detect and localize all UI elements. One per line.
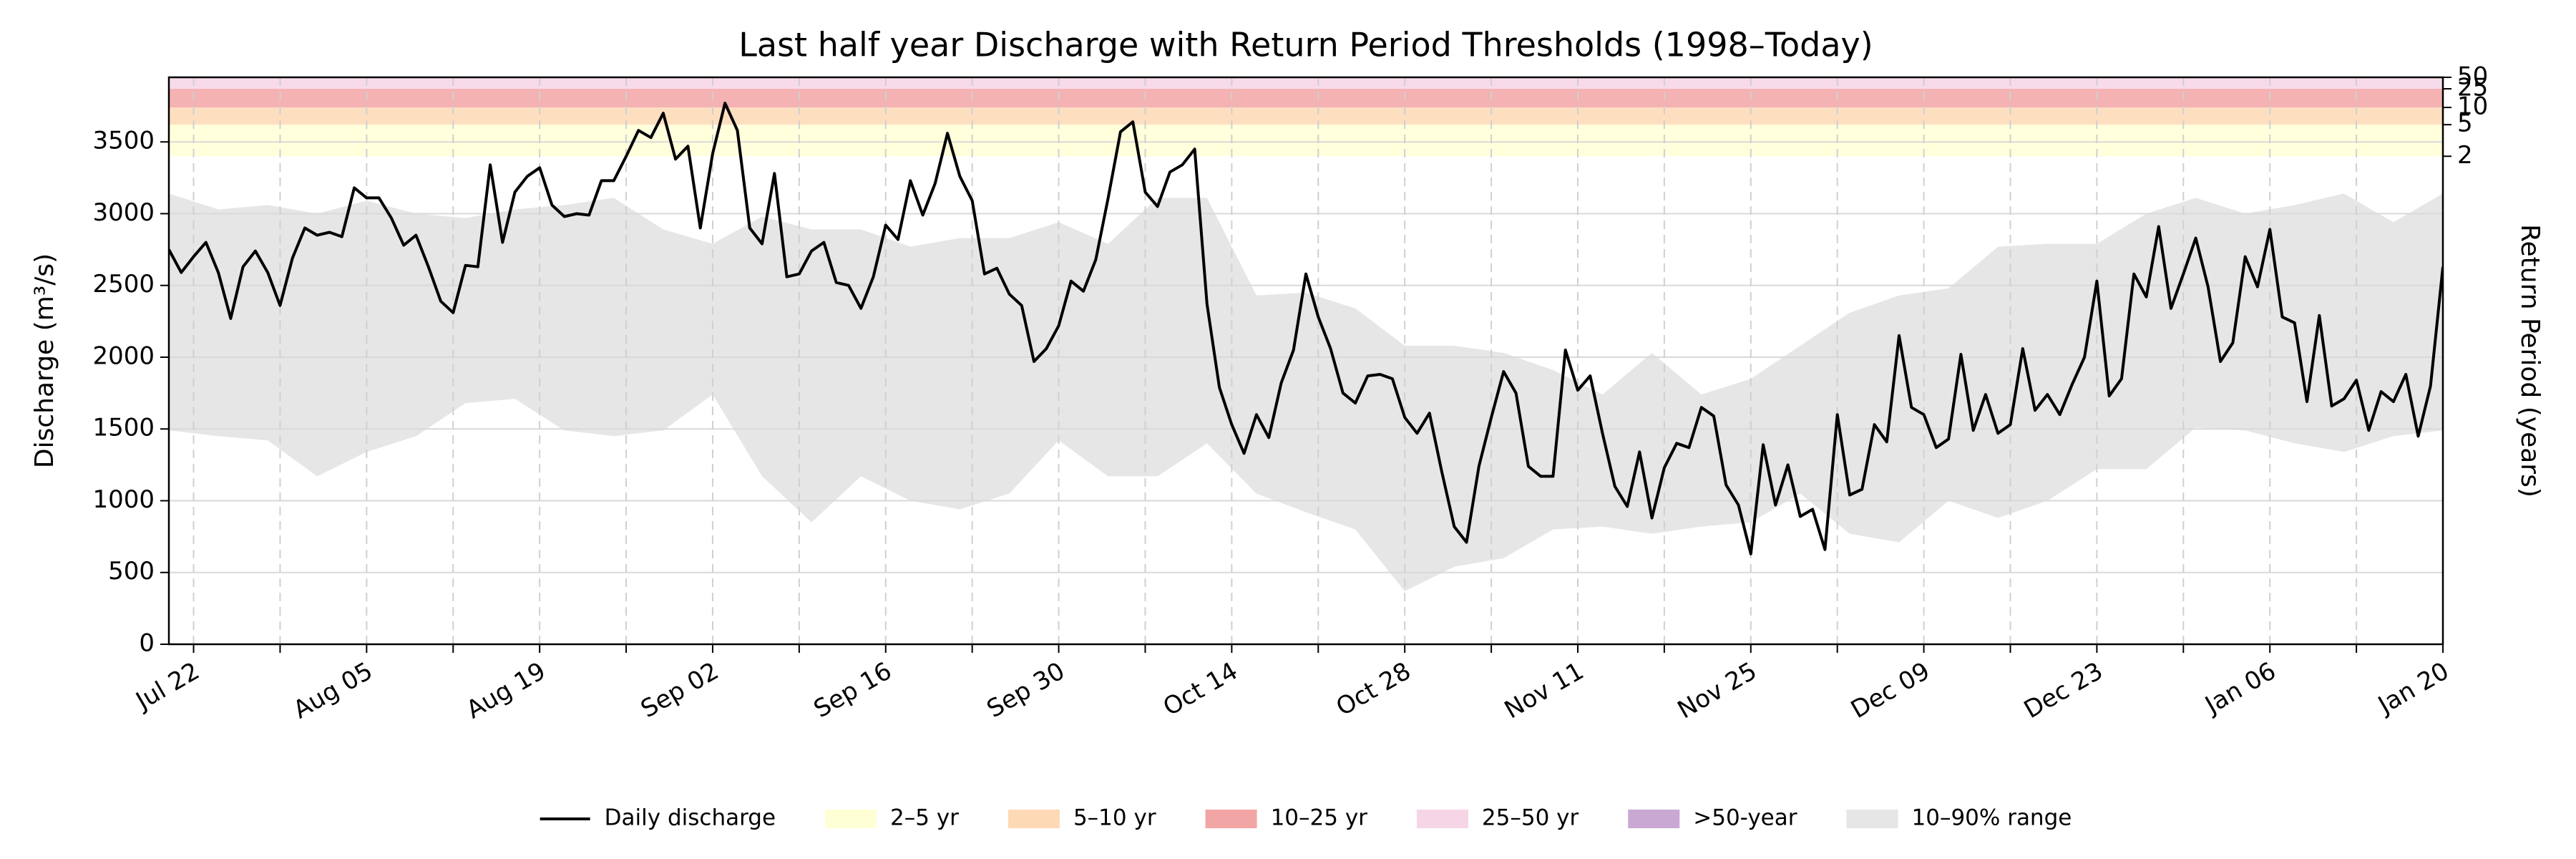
y-tick-label: 500 bbox=[108, 557, 155, 586]
y-tick-label: 2000 bbox=[92, 341, 155, 370]
threshold-band bbox=[169, 77, 2443, 89]
legend-patch bbox=[1628, 810, 1680, 828]
y2-tick-label: 2 bbox=[2457, 141, 2473, 170]
legend: Daily discharge 2–5 yr 5–10 yr 10–25 yr 25–5… bbox=[540, 805, 2072, 831]
y2-tick-label: 5 bbox=[2457, 110, 2473, 138]
range-band bbox=[169, 193, 2443, 591]
y-tick-label: 3500 bbox=[92, 127, 155, 155]
legend-patch bbox=[1416, 810, 1468, 828]
threshold-band bbox=[169, 89, 2443, 108]
legend-label: 10–25 yr bbox=[1271, 805, 1368, 831]
y-tick-label: 3000 bbox=[92, 198, 155, 227]
y-axis-label: Discharge (m³/s) bbox=[30, 253, 59, 468]
legend-label: 5–10 yr bbox=[1073, 805, 1156, 831]
discharge-line bbox=[169, 102, 2443, 555]
legend-patch bbox=[1846, 810, 1898, 828]
legend-patch bbox=[1205, 810, 1257, 828]
plot-area bbox=[169, 77, 2443, 644]
legend-label: 10–90% range bbox=[1911, 805, 2072, 831]
y-tick-label: 0 bbox=[139, 629, 155, 658]
threshold-band bbox=[169, 107, 2443, 125]
chart-title: Last half year Discharge with Return Per… bbox=[738, 26, 1873, 64]
plot-frame bbox=[167, 76, 2444, 646]
y2-tick-label: 10 bbox=[2457, 92, 2488, 121]
legend-patch bbox=[1008, 810, 1060, 828]
legend-label: 25–50 yr bbox=[1482, 805, 1579, 831]
legend-label: 2–5 yr bbox=[890, 805, 959, 831]
y2-tick-label: 25 bbox=[2457, 74, 2488, 102]
y-tick-label: 1000 bbox=[92, 485, 155, 514]
y-tick-label: 1500 bbox=[92, 414, 155, 442]
legend-label: Daily discharge bbox=[605, 805, 776, 831]
y2-tick-label: 50 bbox=[2457, 62, 2488, 91]
legend-label: >50-year bbox=[1693, 805, 1797, 831]
legend-patch bbox=[825, 810, 877, 828]
threshold-band bbox=[169, 125, 2443, 157]
y2-axis-label: Return Period (years) bbox=[2515, 224, 2545, 498]
y-tick-label: 2500 bbox=[92, 270, 155, 299]
